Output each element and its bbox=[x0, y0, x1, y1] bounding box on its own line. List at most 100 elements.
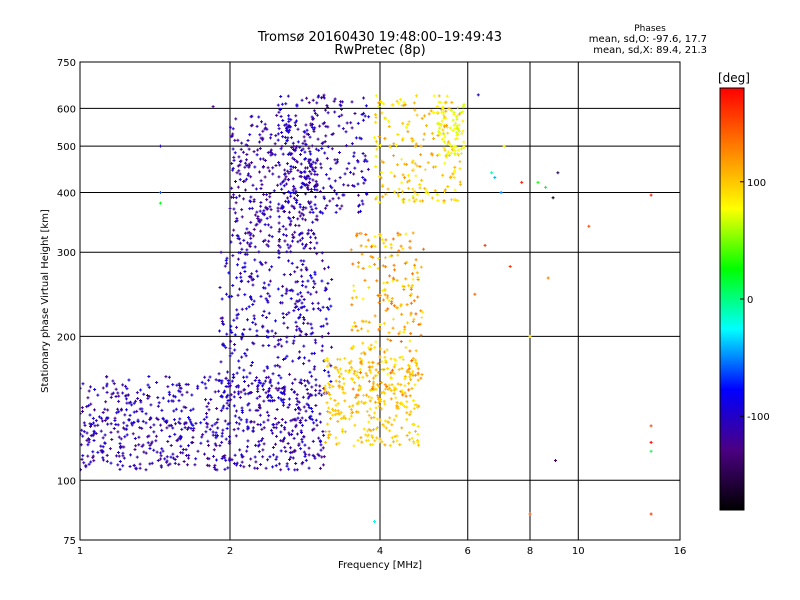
data-point bbox=[370, 365, 374, 369]
data-point bbox=[135, 455, 139, 459]
data-point bbox=[150, 461, 154, 465]
data-point bbox=[295, 201, 299, 205]
data-point bbox=[298, 420, 302, 424]
data-point bbox=[181, 451, 185, 455]
data-point bbox=[262, 213, 266, 217]
data-point bbox=[136, 420, 140, 424]
data-point bbox=[359, 137, 363, 141]
data-point bbox=[401, 403, 405, 407]
data-point bbox=[231, 373, 235, 377]
data-point bbox=[243, 269, 247, 273]
data-point bbox=[304, 177, 308, 181]
data-point bbox=[168, 462, 172, 466]
data-point bbox=[443, 161, 447, 165]
data-point bbox=[330, 186, 334, 190]
data-point bbox=[402, 197, 406, 201]
data-point bbox=[238, 194, 242, 198]
data-point bbox=[215, 468, 219, 472]
data-point bbox=[249, 220, 253, 224]
data-point bbox=[311, 160, 315, 164]
data-point bbox=[419, 144, 423, 148]
data-point bbox=[147, 385, 151, 389]
data-point bbox=[265, 365, 269, 369]
data-point bbox=[117, 410, 121, 414]
data-point bbox=[304, 192, 308, 196]
data-point bbox=[245, 318, 249, 322]
data-point bbox=[245, 375, 249, 379]
data-point bbox=[442, 132, 446, 136]
data-point bbox=[172, 456, 176, 460]
data-point bbox=[410, 137, 414, 141]
data-point bbox=[395, 278, 399, 282]
data-point bbox=[265, 410, 269, 414]
data-point bbox=[385, 385, 389, 389]
data-point bbox=[264, 316, 268, 320]
data-point bbox=[448, 176, 452, 180]
data-point bbox=[186, 427, 190, 431]
data-point bbox=[265, 216, 269, 220]
data-point bbox=[410, 436, 414, 440]
data-point bbox=[123, 394, 127, 398]
data-point bbox=[299, 186, 303, 190]
data-point bbox=[359, 436, 363, 440]
data-point bbox=[337, 375, 341, 379]
data-point bbox=[240, 336, 244, 340]
data-point bbox=[292, 309, 296, 313]
data-point bbox=[350, 100, 354, 104]
data-point bbox=[326, 370, 330, 374]
data-point bbox=[246, 427, 250, 431]
data-point bbox=[258, 147, 262, 151]
data-point bbox=[255, 334, 259, 338]
data-point bbox=[311, 178, 315, 182]
data-point bbox=[361, 202, 365, 206]
data-point bbox=[363, 178, 367, 182]
data-point bbox=[458, 183, 462, 187]
data-point bbox=[279, 94, 283, 98]
data-point bbox=[254, 223, 258, 227]
data-point bbox=[227, 403, 231, 407]
data-point bbox=[291, 456, 295, 460]
data-point bbox=[341, 377, 345, 381]
data-point bbox=[399, 97, 403, 101]
phase-stats-heading: Phases bbox=[634, 24, 666, 34]
data-point bbox=[417, 443, 421, 447]
data-point bbox=[270, 265, 274, 269]
data-point bbox=[308, 135, 312, 139]
data-point bbox=[116, 451, 120, 455]
data-point bbox=[375, 279, 379, 283]
data-point bbox=[302, 315, 306, 319]
data-point bbox=[234, 201, 238, 205]
data-point bbox=[175, 383, 179, 387]
data-point bbox=[402, 200, 406, 204]
data-point bbox=[230, 294, 234, 298]
data-point bbox=[235, 325, 239, 329]
data-point bbox=[300, 294, 304, 298]
data-point bbox=[326, 331, 330, 335]
data-point bbox=[80, 457, 84, 461]
chart-subtitle: RwPretec (8p) bbox=[334, 43, 425, 58]
data-point bbox=[238, 448, 242, 452]
data-point bbox=[434, 165, 438, 169]
data-point bbox=[326, 111, 330, 115]
x-tick-label: 1 bbox=[77, 546, 83, 557]
data-point bbox=[319, 443, 323, 447]
data-point bbox=[306, 279, 310, 283]
data-point bbox=[386, 294, 390, 298]
data-point bbox=[261, 164, 265, 168]
data-point bbox=[116, 391, 120, 395]
data-point bbox=[337, 124, 341, 128]
data-point bbox=[125, 408, 129, 412]
data-point bbox=[264, 261, 268, 265]
data-point bbox=[368, 264, 372, 268]
data-point bbox=[125, 424, 129, 428]
data-point bbox=[235, 263, 239, 267]
data-point bbox=[138, 466, 142, 470]
data-point bbox=[267, 283, 271, 287]
data-point bbox=[148, 462, 152, 466]
data-point bbox=[171, 383, 175, 387]
data-point bbox=[280, 424, 284, 428]
data-point bbox=[173, 395, 177, 399]
data-point bbox=[266, 166, 270, 170]
data-point bbox=[178, 417, 182, 421]
data-point bbox=[416, 378, 420, 382]
